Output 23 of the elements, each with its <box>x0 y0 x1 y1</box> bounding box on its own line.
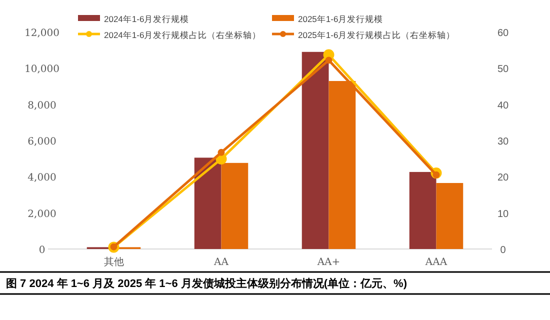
y2-tick-label: 60 <box>497 28 509 39</box>
legend-label: 2025年1-6月发行规模 <box>298 14 384 24</box>
y-tick-label: 6,000 <box>28 136 56 148</box>
y-tick-label: 12,000 <box>24 28 60 39</box>
y2-tick-label: 10 <box>497 208 509 220</box>
y-tick-label: 10,000 <box>24 64 60 76</box>
legend-label: 2025年1-6月发行规模占比（右坐标轴） <box>298 30 456 40</box>
y2-tick-label: 50 <box>497 64 509 76</box>
legend-label: 2024年1-6月发行规模占比（右坐标轴） <box>104 30 262 40</box>
y2-tick-label: 30 <box>497 136 509 148</box>
y2-tick-label: 0 <box>500 245 506 256</box>
x-tick-label: 其他 <box>104 256 124 268</box>
legend-label: 2024年1-6月发行规模 <box>104 14 190 24</box>
text: 图 7 2024 年 1~6 月及 2025 年 1~6 月发债城投主体级别分布情况(单位：亿元、%) <box>6 277 408 290</box>
x-tick-label: AA+ <box>316 257 340 268</box>
y-tick-label: 0 <box>38 245 46 256</box>
y2-tick-label: 40 <box>497 100 509 112</box>
y-tick-label: 4,000 <box>28 172 56 184</box>
y-tick-label: 2,000 <box>28 208 56 220</box>
y-tick-label: 8,000 <box>28 100 56 112</box>
x-tick-label: AAA <box>424 257 448 268</box>
x-tick-label: AA <box>213 257 230 268</box>
y2-tick-label: 20 <box>497 172 509 184</box>
